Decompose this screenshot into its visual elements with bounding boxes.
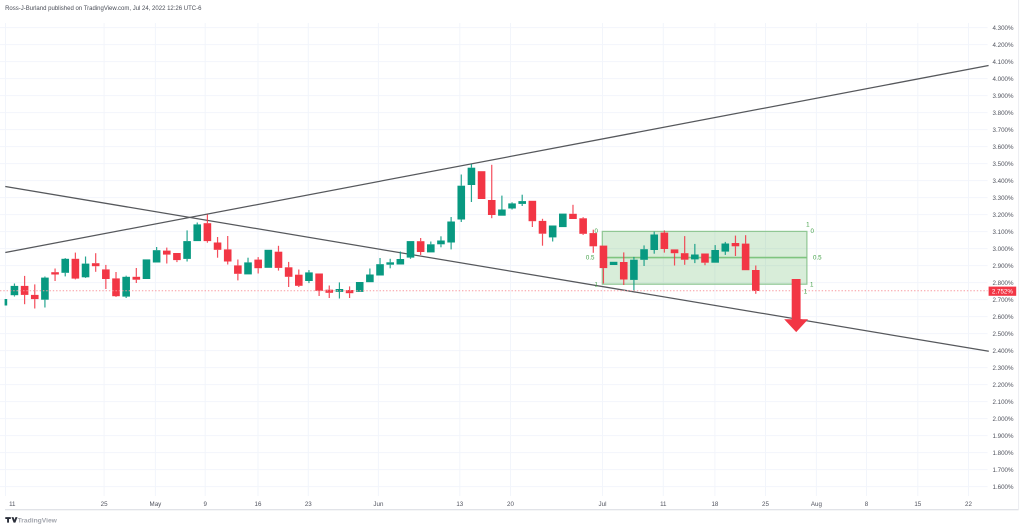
svg-text:Jun: Jun [373, 501, 384, 508]
svg-text:2.752%: 2.752% [992, 289, 1013, 296]
svg-text:3.700%: 3.700% [993, 127, 1014, 134]
svg-text:4.300%: 4.300% [993, 25, 1014, 32]
svg-text:3.300%: 3.300% [993, 195, 1014, 202]
svg-text:Aug: Aug [811, 501, 823, 508]
svg-text:2.400%: 2.400% [993, 348, 1014, 355]
svg-text:4.200%: 4.200% [993, 42, 1014, 49]
svg-text:18: 18 [711, 501, 718, 508]
svg-text:2.100%: 2.100% [993, 399, 1014, 406]
svg-text:2.300%: 2.300% [993, 365, 1014, 372]
svg-text:9: 9 [203, 501, 207, 508]
svg-text:2.000%: 2.000% [993, 416, 1014, 423]
svg-text:TradingView: TradingView [18, 517, 58, 524]
svg-text:25: 25 [101, 501, 108, 508]
svg-text:11: 11 [660, 501, 667, 508]
svg-text:Jul: Jul [599, 501, 607, 508]
svg-text:3.400%: 3.400% [993, 178, 1014, 185]
svg-text:4.000%: 4.000% [993, 76, 1014, 83]
svg-text:2.600%: 2.600% [993, 314, 1014, 321]
svg-text:4.100%: 4.100% [993, 59, 1014, 66]
svg-text:May: May [150, 501, 163, 508]
svg-text:20: 20 [507, 501, 514, 508]
svg-text:2.700%: 2.700% [993, 297, 1014, 304]
svg-text:0: 0 [595, 228, 599, 235]
svg-text:3.200%: 3.200% [993, 212, 1014, 219]
svg-text:13: 13 [456, 501, 463, 508]
svg-text:2.200%: 2.200% [993, 382, 1014, 389]
svg-text:22: 22 [965, 501, 972, 508]
svg-text:25: 25 [762, 501, 769, 508]
svg-text:Ross-J-Burland published on Tr: Ross-J-Burland published on TradingView.… [5, 6, 202, 12]
svg-text:1: 1 [595, 281, 599, 288]
svg-text:3.900%: 3.900% [993, 93, 1014, 100]
svg-text:2.500%: 2.500% [993, 331, 1014, 338]
svg-text:1.800%: 1.800% [993, 450, 1014, 457]
svg-text:3.000%: 3.000% [993, 246, 1014, 253]
svg-text:16: 16 [255, 501, 262, 508]
svg-text:1.600%: 1.600% [993, 484, 1014, 491]
svg-text:3.500%: 3.500% [993, 161, 1014, 168]
svg-text:1.900%: 1.900% [993, 433, 1014, 440]
svg-text:2.800%: 2.800% [993, 280, 1014, 287]
svg-text:1: 1 [804, 288, 808, 295]
svg-text:1: 1 [810, 282, 814, 289]
svg-text:2.900%: 2.900% [993, 263, 1014, 270]
svg-text:3.800%: 3.800% [993, 110, 1014, 117]
svg-text:23: 23 [305, 501, 312, 508]
svg-text:3.100%: 3.100% [993, 229, 1014, 236]
svg-text:1: 1 [806, 222, 810, 229]
svg-text:15: 15 [914, 501, 921, 508]
svg-text:0.5: 0.5 [813, 254, 822, 261]
svg-text:0.5: 0.5 [586, 255, 595, 262]
svg-text:0: 0 [811, 228, 815, 235]
svg-text:8: 8 [865, 501, 869, 508]
svg-text:11: 11 [9, 501, 16, 508]
svg-text:1.700%: 1.700% [993, 467, 1014, 474]
svg-text:3.600%: 3.600% [993, 144, 1014, 151]
